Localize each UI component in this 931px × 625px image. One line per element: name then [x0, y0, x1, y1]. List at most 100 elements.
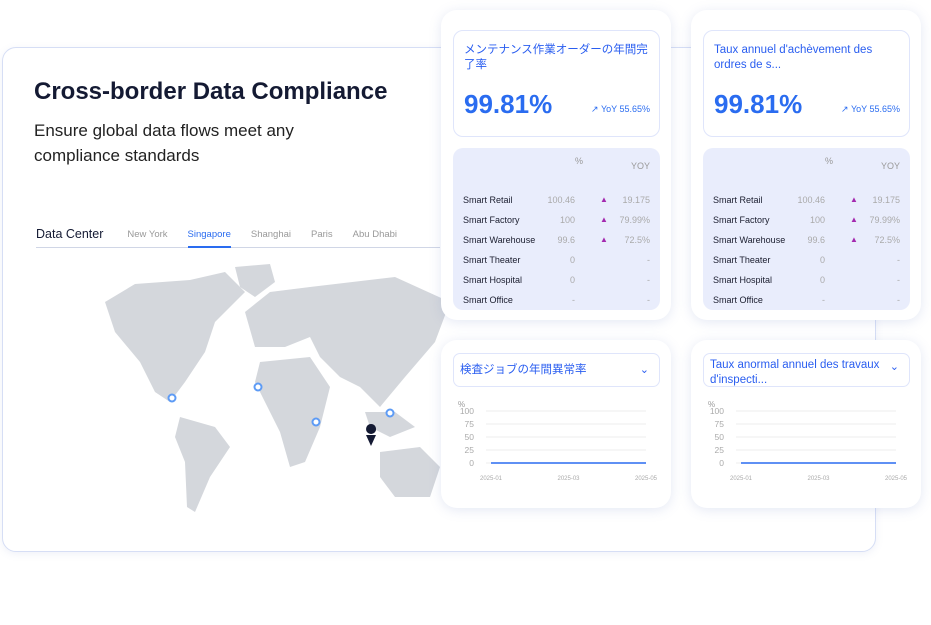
row-percent: 0 — [569, 255, 575, 265]
table-row: Smart Theater 0 - — [463, 255, 650, 269]
y-tick: 25 — [465, 445, 475, 455]
kpi-title: Taux annuel d'achèvement des ordres de s… — [714, 44, 873, 71]
row-name: Smart Office — [463, 295, 513, 305]
chevron-down-icon: ⌄ — [889, 361, 899, 373]
up-triangle-icon: ▲ — [600, 235, 608, 244]
table-row: Smart Office - - — [713, 295, 900, 309]
kpi-value: 99.81% — [714, 89, 803, 119]
x-tick: 2025-05 — [885, 476, 908, 482]
x-tick: 2025-01 — [730, 476, 753, 482]
location-markers — [167, 382, 395, 446]
metric-select[interactable]: Taux anormal annuel des travaux d'inspec… — [703, 353, 910, 387]
up-triangle-icon: ▲ — [850, 235, 858, 244]
x-tick: 2025-03 — [557, 476, 580, 482]
tab-abu-dhabi[interactable]: Abu Dhabi — [352, 229, 398, 240]
up-triangle-icon: ▲ — [850, 195, 858, 204]
line-chart: % 100 75 50 25 0 2025-01 2025-03 2025-05 — [708, 400, 908, 482]
row-percent: - — [572, 295, 575, 305]
x-tick: 2025-05 — [635, 476, 658, 482]
kpi-card: Taux annuel d'achèvement des ordres de s… — [691, 10, 921, 320]
col-percent: % — [825, 156, 834, 166]
row-yoy: 79.99% — [619, 215, 650, 225]
trend-up-icon: ↗ — [841, 104, 851, 114]
africa — [255, 357, 330, 467]
chevron-down-icon: ⌄ — [639, 364, 649, 376]
row-percent: 0 — [819, 255, 825, 265]
col-yoy: YOY — [880, 161, 900, 171]
y-tick: 0 — [469, 458, 474, 468]
row-yoy: 72.5% — [874, 235, 900, 245]
table-row: Smart Hospital 0 - — [463, 275, 650, 289]
x-tick: 2025-03 — [807, 476, 830, 482]
row-yoy: - — [897, 255, 900, 265]
y-tick: 50 — [715, 432, 725, 442]
table-row: Smart Retail 100.46 ▲ 19.175 — [463, 195, 650, 209]
row-name: Smart Retail — [713, 195, 763, 205]
col-yoy: YOY — [630, 161, 650, 171]
north-america — [105, 272, 245, 402]
y-tick: 25 — [715, 445, 725, 455]
y-tick: 75 — [715, 419, 725, 429]
kpi-card: メンテナンス作業オーダーの年間完了率 99.81% ↗ YoY 55.65% %… — [441, 10, 671, 320]
breakdown-table: % YOY Smart Retail 100.46 ▲ 19.175 Smart… — [703, 148, 910, 310]
row-yoy: - — [647, 275, 650, 285]
greenland — [235, 264, 275, 297]
row-yoy: 19.175 — [872, 195, 900, 205]
chart-card: 検査ジョブの年間異常率 ⌄ % 100 75 50 25 0 2025-01 2025… — [441, 340, 671, 508]
row-yoy: 19.175 — [622, 195, 650, 205]
row-name: Smart Theater — [713, 255, 771, 265]
tab-new-york[interactable]: New York — [127, 229, 168, 240]
metric-select[interactable]: 検査ジョブの年間異常率 ⌄ — [453, 353, 660, 387]
kpi-summary: Taux annuel d'achèvement des ordres de s… — [703, 30, 910, 137]
row-yoy: 79.99% — [869, 215, 900, 225]
row-name: Smart Retail — [463, 195, 513, 205]
page-title: Cross-border Data Compliance — [34, 78, 388, 105]
row-percent: 100.46 — [797, 195, 825, 205]
row-name: Smart Warehouse — [463, 235, 536, 245]
row-name: Smart Warehouse — [713, 235, 786, 245]
up-triangle-icon: ▲ — [850, 215, 858, 224]
y-tick: 75 — [465, 419, 475, 429]
row-yoy: 72.5% — [624, 235, 650, 245]
row-percent: 99.6 — [807, 235, 825, 245]
asia — [310, 277, 450, 407]
chart-card: Taux anormal annuel des travaux d'inspec… — [691, 340, 921, 508]
row-yoy: - — [897, 295, 900, 305]
kpi-yoy: YoY 55.65% — [850, 104, 900, 114]
row-yoy: - — [897, 275, 900, 285]
table-row: Smart Factory 100 ▲ 79.99% — [713, 215, 900, 229]
y-tick: 0 — [719, 458, 724, 468]
metric-select-value: 検査ジョブの年間異常率 — [460, 364, 587, 376]
row-name: Smart Office — [713, 295, 763, 305]
y-tick: 100 — [710, 406, 724, 416]
south-america — [175, 417, 230, 512]
row-percent: 0 — [819, 275, 825, 285]
table-row: Smart Office - - — [463, 295, 650, 309]
table-row: Smart Warehouse 99.6 ▲ 72.5% — [713, 235, 900, 249]
tab-shanghai[interactable]: Shanghai — [250, 229, 292, 240]
map-pin-icon — [366, 424, 377, 446]
tab-paris[interactable]: Paris — [311, 229, 333, 240]
kpi-value: 99.81% — [464, 89, 553, 119]
col-percent: % — [575, 156, 584, 166]
marker-shanghai — [385, 408, 395, 418]
kpi-summary: メンテナンス作業オーダーの年間完了率 99.81% ↗ YoY 55.65% — [453, 30, 660, 137]
up-triangle-icon: ▲ — [600, 195, 608, 204]
row-name: Smart Hospital — [713, 275, 773, 285]
table-row: Smart Warehouse 99.6 ▲ 72.5% — [463, 235, 650, 249]
world-map — [105, 264, 450, 512]
row-percent: 100 — [809, 215, 825, 225]
y-tick: 100 — [460, 406, 474, 416]
table-row: Smart Hospital 0 - — [713, 275, 900, 289]
tab-singapore[interactable]: Singapore — [187, 229, 231, 248]
y-unit: % — [458, 400, 465, 409]
row-yoy: - — [647, 295, 650, 305]
breakdown-table: % YOY Smart Retail 100.46 ▲ 19.175 Smart… — [453, 148, 660, 310]
australia — [380, 447, 440, 497]
row-percent: 100.46 — [547, 195, 575, 205]
tabs-heading: Data Center — [36, 227, 104, 241]
line-chart: % 100 75 50 25 0 2025-01 2025-03 2025-05 — [458, 400, 658, 482]
marker-paris — [253, 382, 263, 392]
y-unit: % — [708, 400, 715, 409]
trend-up-icon: ↗ — [591, 104, 601, 114]
